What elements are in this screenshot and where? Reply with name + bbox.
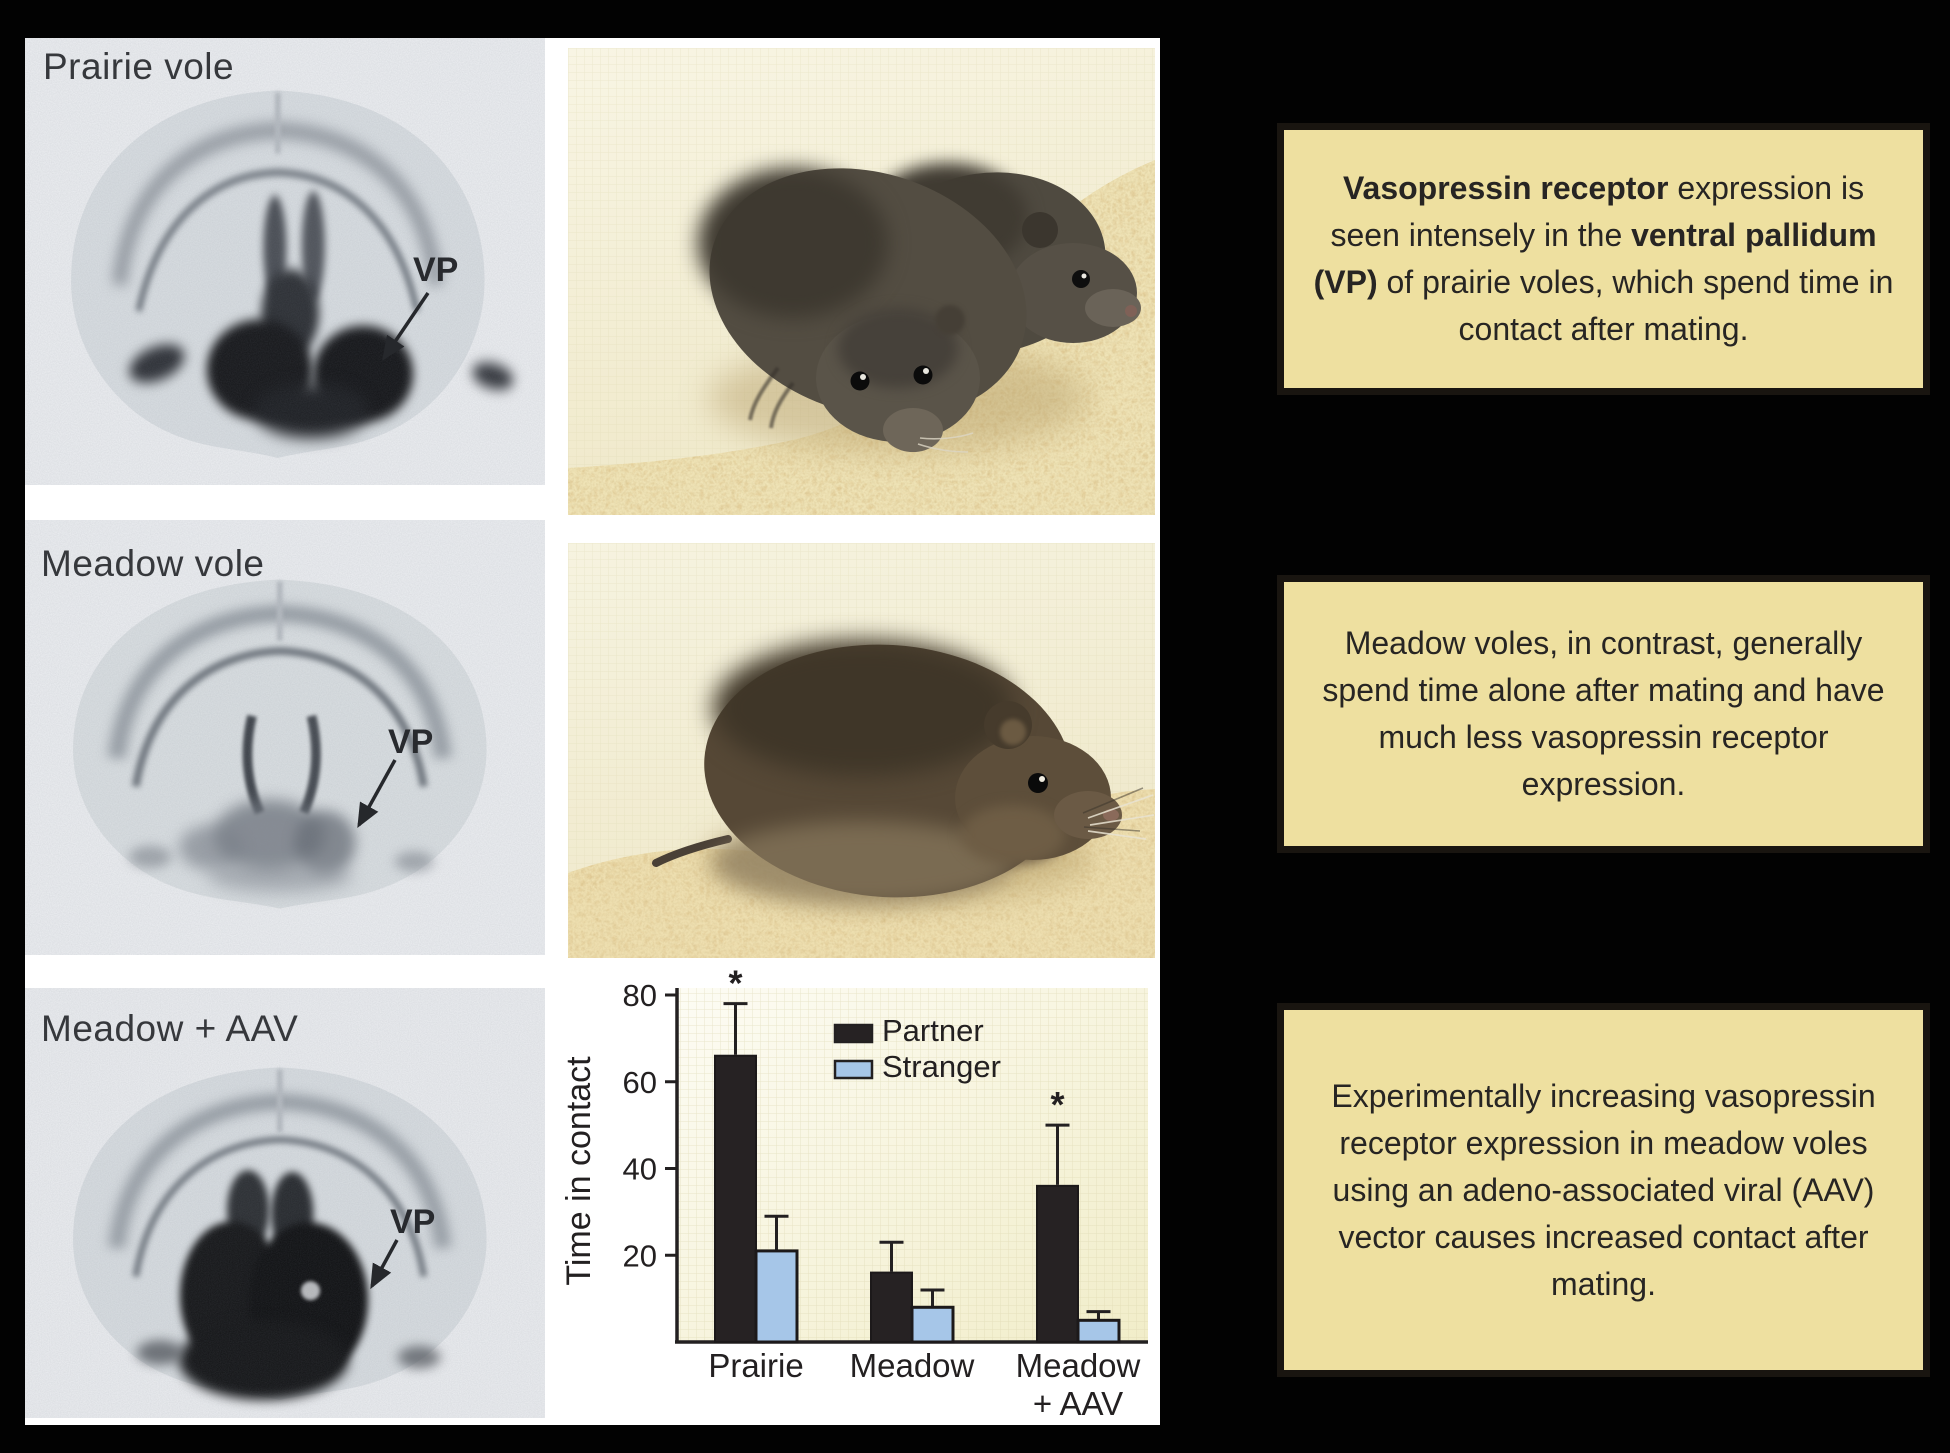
- vp-label: VP: [388, 723, 433, 761]
- film-grain-texture: [25, 988, 545, 1418]
- vp-arrow: [357, 759, 397, 829]
- callout-meadow-voles: Meadow voles, in contrast, generally spe…: [1277, 575, 1930, 853]
- legend-label-partner: Partner: [882, 1013, 984, 1048]
- brain-autoradiograph-meadow-vole: VP: [25, 520, 545, 955]
- bar-stranger-prairie: [754, 1249, 799, 1344]
- text-segment: of prairie voles, which spend time in co…: [1377, 264, 1894, 347]
- bar-partner-prairie: [714, 1054, 757, 1343]
- vole-pair: [698, 163, 1141, 453]
- callout-aav-experiment: Experimentally increasing vasopressin re…: [1277, 1003, 1930, 1377]
- significance-asterisk-partner-meadow-aav: *: [1050, 1084, 1064, 1125]
- y-axis-title: Time in contact: [560, 1056, 598, 1286]
- legend-label-stranger: Stranger: [882, 1049, 1001, 1084]
- vp-label: VP: [390, 1203, 435, 1241]
- vole-muzzle: [1054, 791, 1122, 839]
- film-grain-texture: [25, 38, 545, 485]
- callout-vasopressin-receptor: Vasopressin receptor expression is seen …: [1277, 123, 1930, 395]
- panel-label-meadow-vole: Meadow vole: [41, 543, 265, 584]
- text-segment: Experimentally increasing vasopressin re…: [1331, 1077, 1876, 1302]
- film-grain-texture: [25, 520, 545, 955]
- vole-eye: [1028, 773, 1048, 793]
- vole-tail: [652, 835, 732, 867]
- text-segment: expression is seen intensely in the: [1330, 170, 1865, 253]
- x-category-label-prairie-line0: Prairie: [708, 1347, 803, 1384]
- vole-figure-panel: VP Prairie vole: [25, 38, 1160, 1425]
- vole-front: [698, 168, 1027, 453]
- vp-label: VP: [413, 251, 458, 289]
- text-segment: Meadow voles, in contrast, generally spe…: [1322, 625, 1885, 802]
- vole-single: [652, 640, 1155, 906]
- time-in-contact-bar-chart: 20 40 60 80 Time in contact * Prairie Meadow * Me…: [560, 963, 1148, 1422]
- vole-whiskers: [1087, 794, 1155, 840]
- callout-text: Experimentally increasing vasopressin re…: [1304, 1073, 1903, 1308]
- x-category-label-meadow-aav-line0: Meadow: [1016, 1347, 1141, 1384]
- callout-text: Vasopressin receptor expression is seen …: [1304, 165, 1903, 353]
- panel-label-prairie-vole: Prairie vole: [43, 46, 235, 87]
- text-segment: Vasopressin receptor: [1342, 170, 1669, 206]
- y-tick-label-60: 60: [623, 1065, 657, 1100]
- y-tick-label-80: 80: [623, 978, 657, 1013]
- callout-text: Meadow voles, in contrast, generally spe…: [1304, 620, 1903, 808]
- legend-swatch-partner: [833, 1023, 874, 1044]
- brain-autoradiograph-meadow-aav: VP: [25, 988, 545, 1418]
- y-tick-label-40: 40: [623, 1152, 657, 1187]
- vp-arrow: [370, 1239, 399, 1290]
- bar-stranger-meadow-aav: [1076, 1318, 1121, 1344]
- x-category-label-meadow-aav-line1: + AAV: [1033, 1385, 1123, 1422]
- brain-autoradiograph-prairie-vole: VP: [25, 38, 545, 485]
- y-tick-label-20: 20: [623, 1238, 657, 1273]
- text-segment: ventral pallidum (VP): [1313, 217, 1877, 300]
- bar-stranger-meadow: [910, 1305, 955, 1344]
- panel-label-meadow-aav: Meadow + AAV: [41, 1008, 299, 1049]
- vp-arrow: [382, 292, 430, 361]
- meadow-vole-photo: [568, 543, 1155, 958]
- significance-asterisk-partner-prairie: *: [728, 963, 742, 1004]
- bar-partner-meadow: [870, 1271, 913, 1344]
- legend-swatch-stranger: [833, 1059, 874, 1080]
- bar-partner-meadow-aav: [1036, 1184, 1079, 1343]
- prairie-voles-photo: [568, 48, 1155, 515]
- x-category-label-meadow-line0: Meadow: [850, 1347, 975, 1384]
